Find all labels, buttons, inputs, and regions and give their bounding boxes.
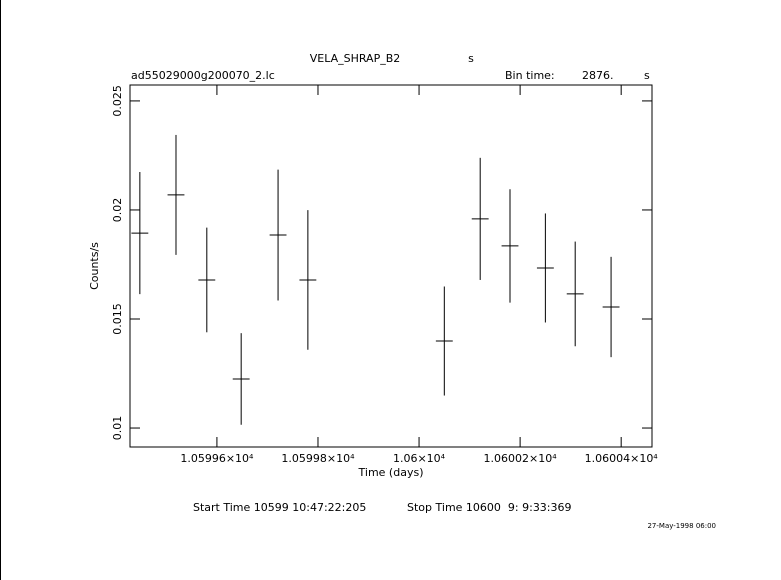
y-tick-label: 0.01	[111, 416, 124, 441]
x-tick-label: 1.06×10⁴	[393, 452, 446, 465]
y-tick-label: 0.025	[111, 85, 124, 117]
bin-time-label: Bin time:	[505, 69, 555, 82]
date-stamp: 27-May-1998 06:00	[647, 522, 716, 530]
bin-time: 2876.	[582, 69, 614, 82]
x-tick-label: 1.06004×10⁴	[585, 452, 659, 465]
x-tick-label: 1.05996×10⁴	[180, 452, 254, 465]
file-name: ad55029000g200070_2.lc	[131, 69, 275, 82]
stop-time: Stop Time 10600 9: 9:33:369	[407, 501, 572, 514]
chart-title: VELA_SHRAP_B2	[310, 52, 401, 65]
y-tick-label: 0.02	[111, 198, 124, 223]
title-unit: s	[468, 52, 474, 65]
plot-frame	[129, 84, 653, 448]
start-time: Start Time 10599 10:47:22:205	[193, 501, 366, 514]
y-axis-label: Counts/s	[88, 242, 101, 290]
x-axis-label: Time (days)	[358, 466, 424, 479]
y-tick-label: 0.015	[111, 303, 124, 335]
x-tick-label: 1.06002×10⁴	[484, 452, 558, 465]
bin-time-unit: s	[644, 69, 650, 82]
x-tick-label: 1.05998×10⁴	[281, 452, 355, 465]
